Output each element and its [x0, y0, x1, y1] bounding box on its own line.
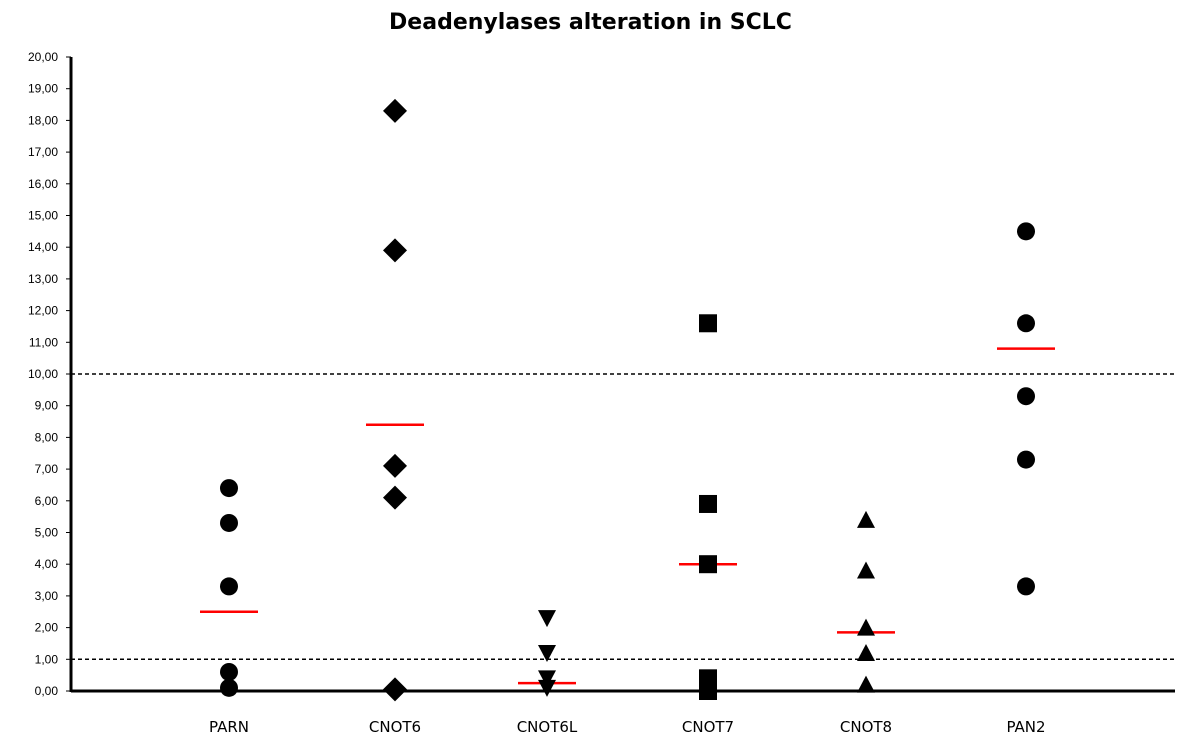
chart-title: Deadenylases alteration in SCLC: [389, 10, 792, 35]
data-point-diamond: [383, 98, 407, 123]
data-point-diamond: [383, 453, 407, 478]
data-point-triangle-down: [538, 610, 556, 628]
data-points: [220, 98, 1035, 702]
data-point-circle: [1017, 577, 1035, 596]
data-point-triangle-down: [538, 644, 556, 662]
data-point-triangle-up: [857, 510, 875, 528]
data-point-triangle-up: [857, 561, 875, 579]
data-point-circle: [1017, 314, 1035, 333]
data-point-circle: [220, 513, 238, 532]
y-tick-label: 6,00: [35, 494, 59, 508]
data-point-circle: [1017, 450, 1035, 469]
y-tick-label: 18,00: [28, 113, 58, 127]
y-tick-label: 17,00: [28, 145, 58, 159]
y-tick-label: 12,00: [28, 304, 58, 318]
data-point-diamond: [383, 677, 407, 702]
data-point-circle: [1017, 222, 1035, 241]
data-point-triangle-up: [857, 643, 875, 661]
y-tick-label: 3,00: [35, 589, 59, 603]
y-tick-label: 0,00: [35, 684, 59, 698]
y-tick-label: 20,00: [28, 50, 58, 64]
data-point-square: [699, 314, 717, 333]
reference-lines: [71, 373, 1175, 661]
data-point-diamond: [383, 485, 407, 510]
data-point-triangle-up: [857, 675, 875, 693]
y-tick-label: 5,00: [35, 526, 59, 540]
x-axis-labels: PARN CNOT6 CNOT6L CNOT7 CNOT8 PAN2: [209, 718, 1046, 736]
y-tick-label: 15,00: [28, 209, 58, 223]
x-tick-label: CNOT6: [369, 718, 421, 736]
data-point-circle: [220, 678, 238, 697]
y-tick-label: 10,00: [28, 367, 58, 381]
y-tick-label: 13,00: [28, 272, 58, 286]
data-point-triangle-down: [538, 670, 556, 688]
y-tick-label: 4,00: [35, 557, 59, 571]
y-tick-label: 14,00: [28, 240, 58, 254]
x-tick-label: CNOT7: [682, 718, 734, 736]
x-tick-label: CNOT8: [840, 718, 892, 736]
data-point-triangle-up: [857, 618, 875, 636]
y-tick-label: 16,00: [28, 177, 58, 191]
data-point-triangle-down: [538, 679, 556, 697]
data-point-circle: [1017, 387, 1035, 406]
data-point-circle: [220, 577, 238, 596]
axes: [69, 57, 1175, 693]
x-tick-label: CNOT6L: [517, 718, 578, 736]
x-tick-label: PAN2: [1006, 718, 1045, 736]
y-tick-label: 19,00: [28, 82, 58, 96]
median-lines: [200, 347, 1055, 685]
data-point-circle: [220, 479, 238, 498]
y-tick-label: 9,00: [35, 399, 59, 413]
y-tick-label: 11,00: [29, 335, 58, 349]
y-tick-label: 2,00: [35, 621, 59, 635]
y-axis-ticks: 0,00 1,00 2,00 3,00 4,00 5,00 6,00 7,00 8,00 9,00…: [28, 50, 71, 698]
data-point-circle: [220, 662, 238, 681]
y-tick-label: 1,00: [35, 652, 59, 666]
data-point-square: [699, 494, 717, 513]
y-tick-label: 7,00: [35, 462, 59, 476]
x-tick-label: PARN: [209, 718, 249, 736]
y-tick-label: 8,00: [35, 430, 59, 444]
data-point-diamond: [383, 238, 407, 263]
data-point-square: [699, 555, 717, 574]
